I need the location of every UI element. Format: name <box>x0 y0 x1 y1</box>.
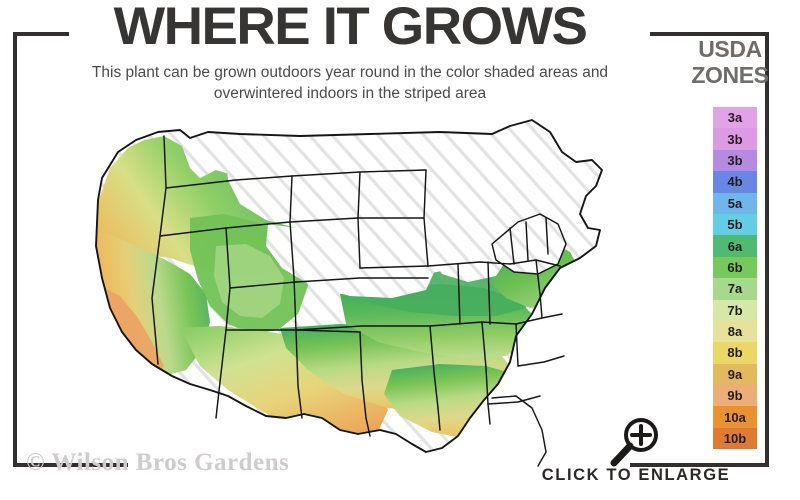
legend-zone-4b-3: 4b <box>713 171 757 193</box>
legend-zone-label: 3b <box>727 131 743 147</box>
legend-zone-label: 8b <box>727 345 743 361</box>
legend-zone-label: 9a <box>727 366 743 382</box>
legend-zone-label: 6a <box>727 238 743 254</box>
legend-zone-6b-7: 6b <box>713 256 757 279</box>
frame-bottom-left-segment <box>13 463 128 467</box>
usda-zone-map[interactable] <box>40 118 650 468</box>
legend-zone-label: 3b <box>727 152 743 168</box>
legend-heading-line1: USDA <box>698 36 762 62</box>
legend-zone-label: 4b <box>727 174 743 190</box>
legend-zone-6a-6: 6a <box>713 235 757 257</box>
legend-zone-label: 10b <box>723 431 747 447</box>
legend-zone-label: 3a <box>727 110 743 126</box>
legend-zone-label: 10a <box>724 409 746 425</box>
legend-zone-5a-4: 5a <box>713 192 757 214</box>
frame-left-edge <box>13 32 17 467</box>
legend-zone-label: 5a <box>727 195 743 211</box>
legend-zone-label: 7b <box>727 302 743 318</box>
legend-zone-label: 5b <box>727 217 743 233</box>
page-subtitle: This plant can be grown outdoors year ro… <box>91 64 609 102</box>
legend-zone-8a-10: 8a <box>713 320 757 343</box>
legend-zone-label: 9b <box>727 388 743 404</box>
legend-zone-label: 6b <box>727 259 743 275</box>
legend-zone-label: 7a <box>727 281 743 297</box>
frame-bottom-right-segment <box>630 463 769 467</box>
legend-zone-8b-11: 8b <box>713 342 757 364</box>
legend-zone-9a-12: 9a <box>713 363 757 386</box>
magnifier-plus-icon[interactable] <box>608 416 662 468</box>
legend-zone-5b-5: 5b <box>713 213 757 236</box>
legend-zone-10a-14: 10a <box>713 406 757 428</box>
legend-zone-3b-2: 3b <box>713 149 757 172</box>
usda-zone-legend: 3a 3b 3b 4b 5a 5b 6a 6b 7a 7b 8a 8b 9a 9b 10a 10b <box>713 107 757 450</box>
map-svg <box>95 119 603 467</box>
frame-top-left-segment <box>13 32 69 36</box>
legend-heading-line2: ZONES <box>691 62 769 88</box>
legend-zone-7a-8: 7a <box>713 278 757 300</box>
legend-zone-label: 8a <box>727 324 743 340</box>
legend-zone-9b-13: 9b <box>713 385 757 407</box>
legend-heading: USDA ZONES <box>676 36 784 88</box>
frame-right-edge <box>765 32 769 467</box>
map-outlines <box>95 119 603 467</box>
page-title: WHERE IT GROWS <box>113 0 588 56</box>
legend-zone-10b-15: 10b <box>713 427 757 450</box>
legend-zone-3a-0: 3a <box>713 107 757 129</box>
frame-top-right-segment <box>650 32 769 36</box>
click-to-enlarge-label[interactable]: CLICK TO ENLARGE <box>541 466 731 484</box>
legend-zone-7b-9: 7b <box>713 299 757 321</box>
legend-zone-3b-1: 3b <box>713 128 757 150</box>
watermark: © Wilson Bros Gardens <box>26 449 290 476</box>
